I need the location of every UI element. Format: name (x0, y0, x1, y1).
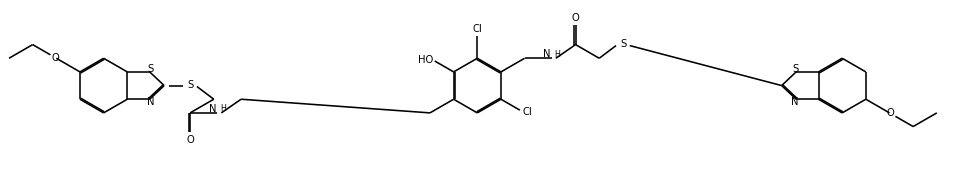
Text: O: O (186, 135, 193, 145)
Text: N: N (209, 104, 216, 114)
Text: Cl: Cl (472, 24, 482, 34)
Text: S: S (791, 64, 798, 75)
Text: O: O (572, 13, 578, 22)
Text: O: O (886, 108, 893, 118)
Text: Cl: Cl (523, 107, 532, 117)
Text: N: N (790, 97, 798, 107)
Text: H: H (220, 104, 226, 113)
Text: H: H (554, 50, 560, 59)
Text: S: S (147, 64, 153, 75)
Text: N: N (543, 49, 550, 59)
Text: S: S (188, 80, 193, 90)
Text: HO: HO (417, 55, 432, 65)
Text: S: S (619, 39, 626, 49)
Text: O: O (52, 53, 60, 63)
Text: N: N (147, 97, 154, 107)
